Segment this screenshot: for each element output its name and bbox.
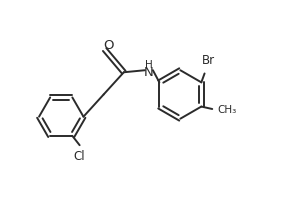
Text: CH₃: CH₃: [218, 105, 237, 115]
Text: N: N: [144, 66, 154, 79]
Text: Br: Br: [202, 54, 215, 67]
Text: Cl: Cl: [74, 150, 85, 163]
Text: H: H: [145, 59, 153, 70]
Text: O: O: [103, 39, 114, 52]
